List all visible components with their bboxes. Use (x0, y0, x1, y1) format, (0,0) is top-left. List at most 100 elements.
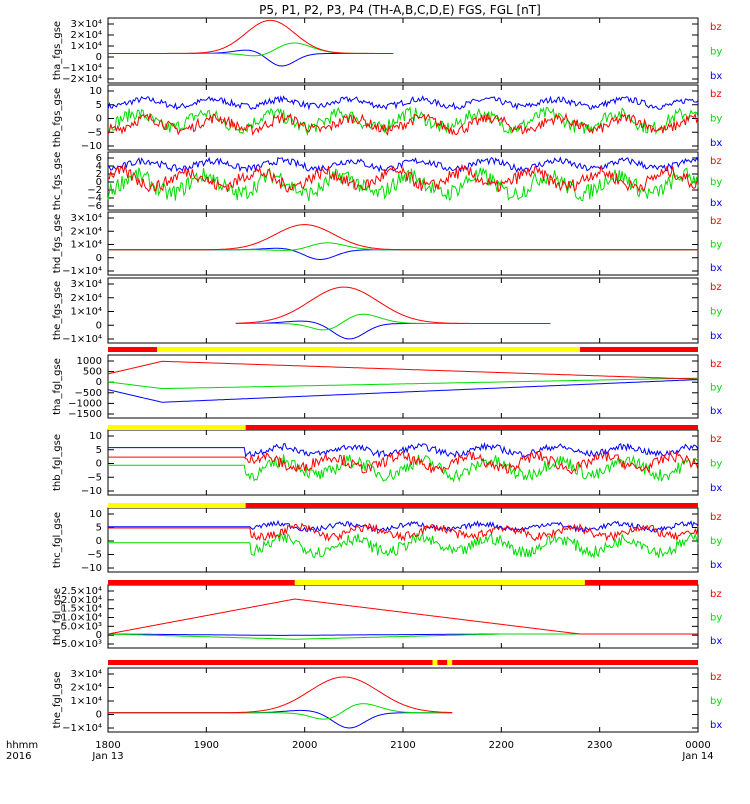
panel-thb_fgs_gse: 10 5 0 −5 −10 thb_fgs_gse bz by bx (52, 84, 722, 152)
y-tick-label: 2×10⁴ (71, 226, 102, 237)
flag-bar-group (108, 347, 698, 665)
flag-segment (294, 580, 585, 585)
y-tick-label: 0 (96, 710, 102, 721)
series-by (107, 166, 699, 202)
legend-bx: bx (710, 636, 722, 647)
y-tick-label: −1×10⁴ (62, 723, 102, 734)
flag-segment (452, 660, 698, 665)
panel-frame (107, 667, 699, 733)
y-axis-label: tha_fgl_gse (52, 358, 63, 415)
legend-bz: bz (710, 22, 722, 33)
y-tick-label: 1.5×10⁴ (61, 604, 102, 615)
y-tick-label: 5 (96, 445, 102, 456)
y-tick-label: 0 (96, 52, 102, 63)
y-tick-label: 2×10⁴ (71, 293, 102, 304)
y-tick-label: 0 (96, 253, 102, 264)
y-tick-label: 1×10⁴ (71, 41, 102, 52)
y-tick-label: −2×10⁴ (62, 74, 102, 85)
legend-bz: bz (710, 512, 722, 523)
panel-frame (107, 354, 699, 419)
legend-bx: bx (710, 406, 722, 417)
y-tick-label: 1.0×10⁴ (61, 613, 102, 624)
y-tick-label: 5 (96, 523, 102, 534)
y-tick-label: 2 (96, 169, 102, 180)
x-tick-label: 1900 (194, 740, 219, 751)
panel-thb_fgl_gse: 10 5 0 −5 −10 thb_fgl_gse bz by bx (52, 429, 722, 497)
flag-segment (108, 347, 158, 352)
series-by (108, 454, 699, 483)
panel-frame (107, 277, 699, 344)
series-by (107, 377, 698, 390)
y-tick-label: −5 (87, 127, 102, 138)
x-date-label: Jan 13 (91, 751, 123, 762)
legend-bz: bz (710, 216, 722, 227)
legend-bz: bz (710, 282, 722, 293)
legend-bx: bx (710, 198, 722, 209)
series-bz (107, 164, 699, 193)
flag-segment (447, 660, 453, 665)
x-axis: hhmm 2016 1800 1900 2000 2100 2200 2300 0000Ja… (6, 740, 714, 762)
y-tick-label: 1×10⁴ (71, 307, 102, 318)
panel-thd_fgl_gse: 2.5×10⁴2.0×10⁴1.5×10⁴1.0×10⁴5.0×10³0−5.0… (52, 584, 722, 650)
y-tick-label: −10 (81, 141, 102, 152)
series-by (107, 106, 699, 137)
y-tick-label: −6 (87, 201, 102, 212)
y-tick-label: 2×10⁴ (71, 683, 102, 694)
series-bz (107, 598, 698, 635)
y-tick-label: 1000 (77, 356, 102, 367)
x-tick-label: 2000 (292, 740, 317, 751)
x-axis-label-hhmm: hhmm (6, 740, 38, 751)
legend-by: by (710, 613, 722, 624)
legend-bx: bx (710, 720, 722, 731)
panel-frame (107, 584, 699, 649)
series-bz (108, 522, 699, 542)
series-bz (108, 449, 699, 475)
legend-bx: bx (710, 331, 722, 342)
flag-segment (432, 660, 438, 665)
y-tick-label: −1×10⁴ (62, 63, 102, 74)
y-tick-label: 10 (89, 509, 102, 520)
plot-title: P5, P1, P2, P3, P4 (TH-A,B,C,D,E) FGS, F… (259, 3, 541, 17)
y-axis-label: thb_fgs_gse (52, 88, 63, 147)
y-tick-label: 10 (89, 86, 102, 97)
series-bz (107, 360, 698, 380)
series-bz (108, 19, 394, 54)
x-tick-label: 1800 (95, 740, 120, 751)
y-tick-label: 0 (96, 377, 102, 388)
legend-bz: bz (710, 359, 722, 370)
y-tick-label: −500 (75, 388, 102, 399)
flag-segment (580, 347, 698, 352)
x-axis-label-year: 2016 (6, 751, 31, 762)
y-tick-label: −10 (81, 563, 102, 574)
legend-by: by (710, 536, 722, 547)
legend-bx: bx (710, 71, 722, 82)
flag-segment (108, 660, 433, 665)
y-axis-label: thb_fgl_gse (52, 434, 63, 491)
legend-by: by (710, 307, 722, 318)
y-tick-label: −2 (87, 185, 102, 196)
series-bx (108, 441, 699, 459)
flag-segment (437, 660, 448, 665)
panel-frame (107, 211, 699, 276)
legend-bz: bz (710, 89, 722, 100)
y-tick-label: −5.0×10³ (53, 639, 102, 650)
x-tick-label: 2300 (587, 740, 612, 751)
flag-segment (108, 503, 246, 508)
flag-segment (157, 347, 580, 352)
y-tick-label: −1×10⁴ (62, 266, 102, 277)
panel-frame (107, 84, 699, 151)
y-tick-label: 2.5×10⁴ (61, 586, 102, 597)
legend-bx: bx (710, 263, 722, 274)
legend-bz: bz (710, 672, 722, 683)
y-tick-label: 1×10⁴ (71, 240, 102, 251)
series-bz (107, 112, 699, 137)
legend-by: by (710, 177, 722, 188)
y-axis-label: thc_fgs_gse (52, 152, 63, 211)
series-by (108, 531, 699, 560)
x-tick-label: 0000 (685, 740, 710, 751)
series-bx (107, 95, 699, 111)
